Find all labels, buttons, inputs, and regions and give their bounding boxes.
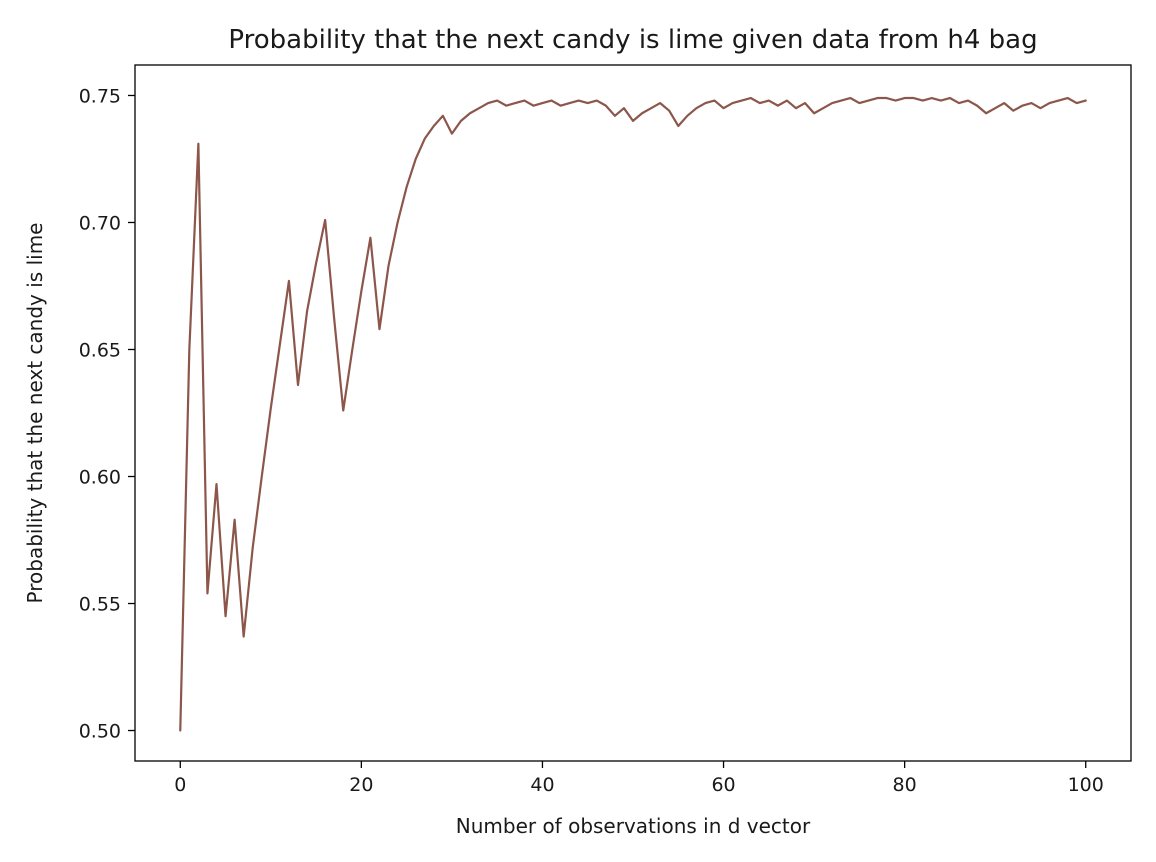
y-axis: 0.50 0.55 0.60 0.65 0.70 0.75 bbox=[79, 85, 135, 743]
x-tick-label: 60 bbox=[711, 774, 735, 796]
x-axis-label: Number of observations in d vector bbox=[456, 814, 811, 838]
x-axis: 0 20 40 60 80 100 bbox=[174, 761, 1104, 796]
y-tick-label: 0.55 bbox=[79, 594, 121, 616]
x-tick-label: 100 bbox=[1068, 774, 1104, 796]
y-axis-label: Probability that the next candy is lime bbox=[23, 223, 47, 604]
x-tick-label: 20 bbox=[349, 774, 373, 796]
x-tick-label: 40 bbox=[530, 774, 554, 796]
y-tick-label: 0.60 bbox=[79, 467, 121, 489]
y-tick-label: 0.75 bbox=[79, 85, 121, 107]
y-tick-label: 0.50 bbox=[79, 721, 121, 743]
series-line bbox=[179, 96, 1087, 732]
y-tick-label: 0.70 bbox=[79, 212, 121, 234]
x-tick-label: 80 bbox=[893, 774, 917, 796]
y-tick-label: 0.65 bbox=[79, 339, 121, 361]
plot-area-frame bbox=[134, 64, 1132, 762]
x-tick-label: 0 bbox=[174, 774, 186, 796]
chart-title: Probability that the next candy is lime … bbox=[228, 25, 1037, 55]
